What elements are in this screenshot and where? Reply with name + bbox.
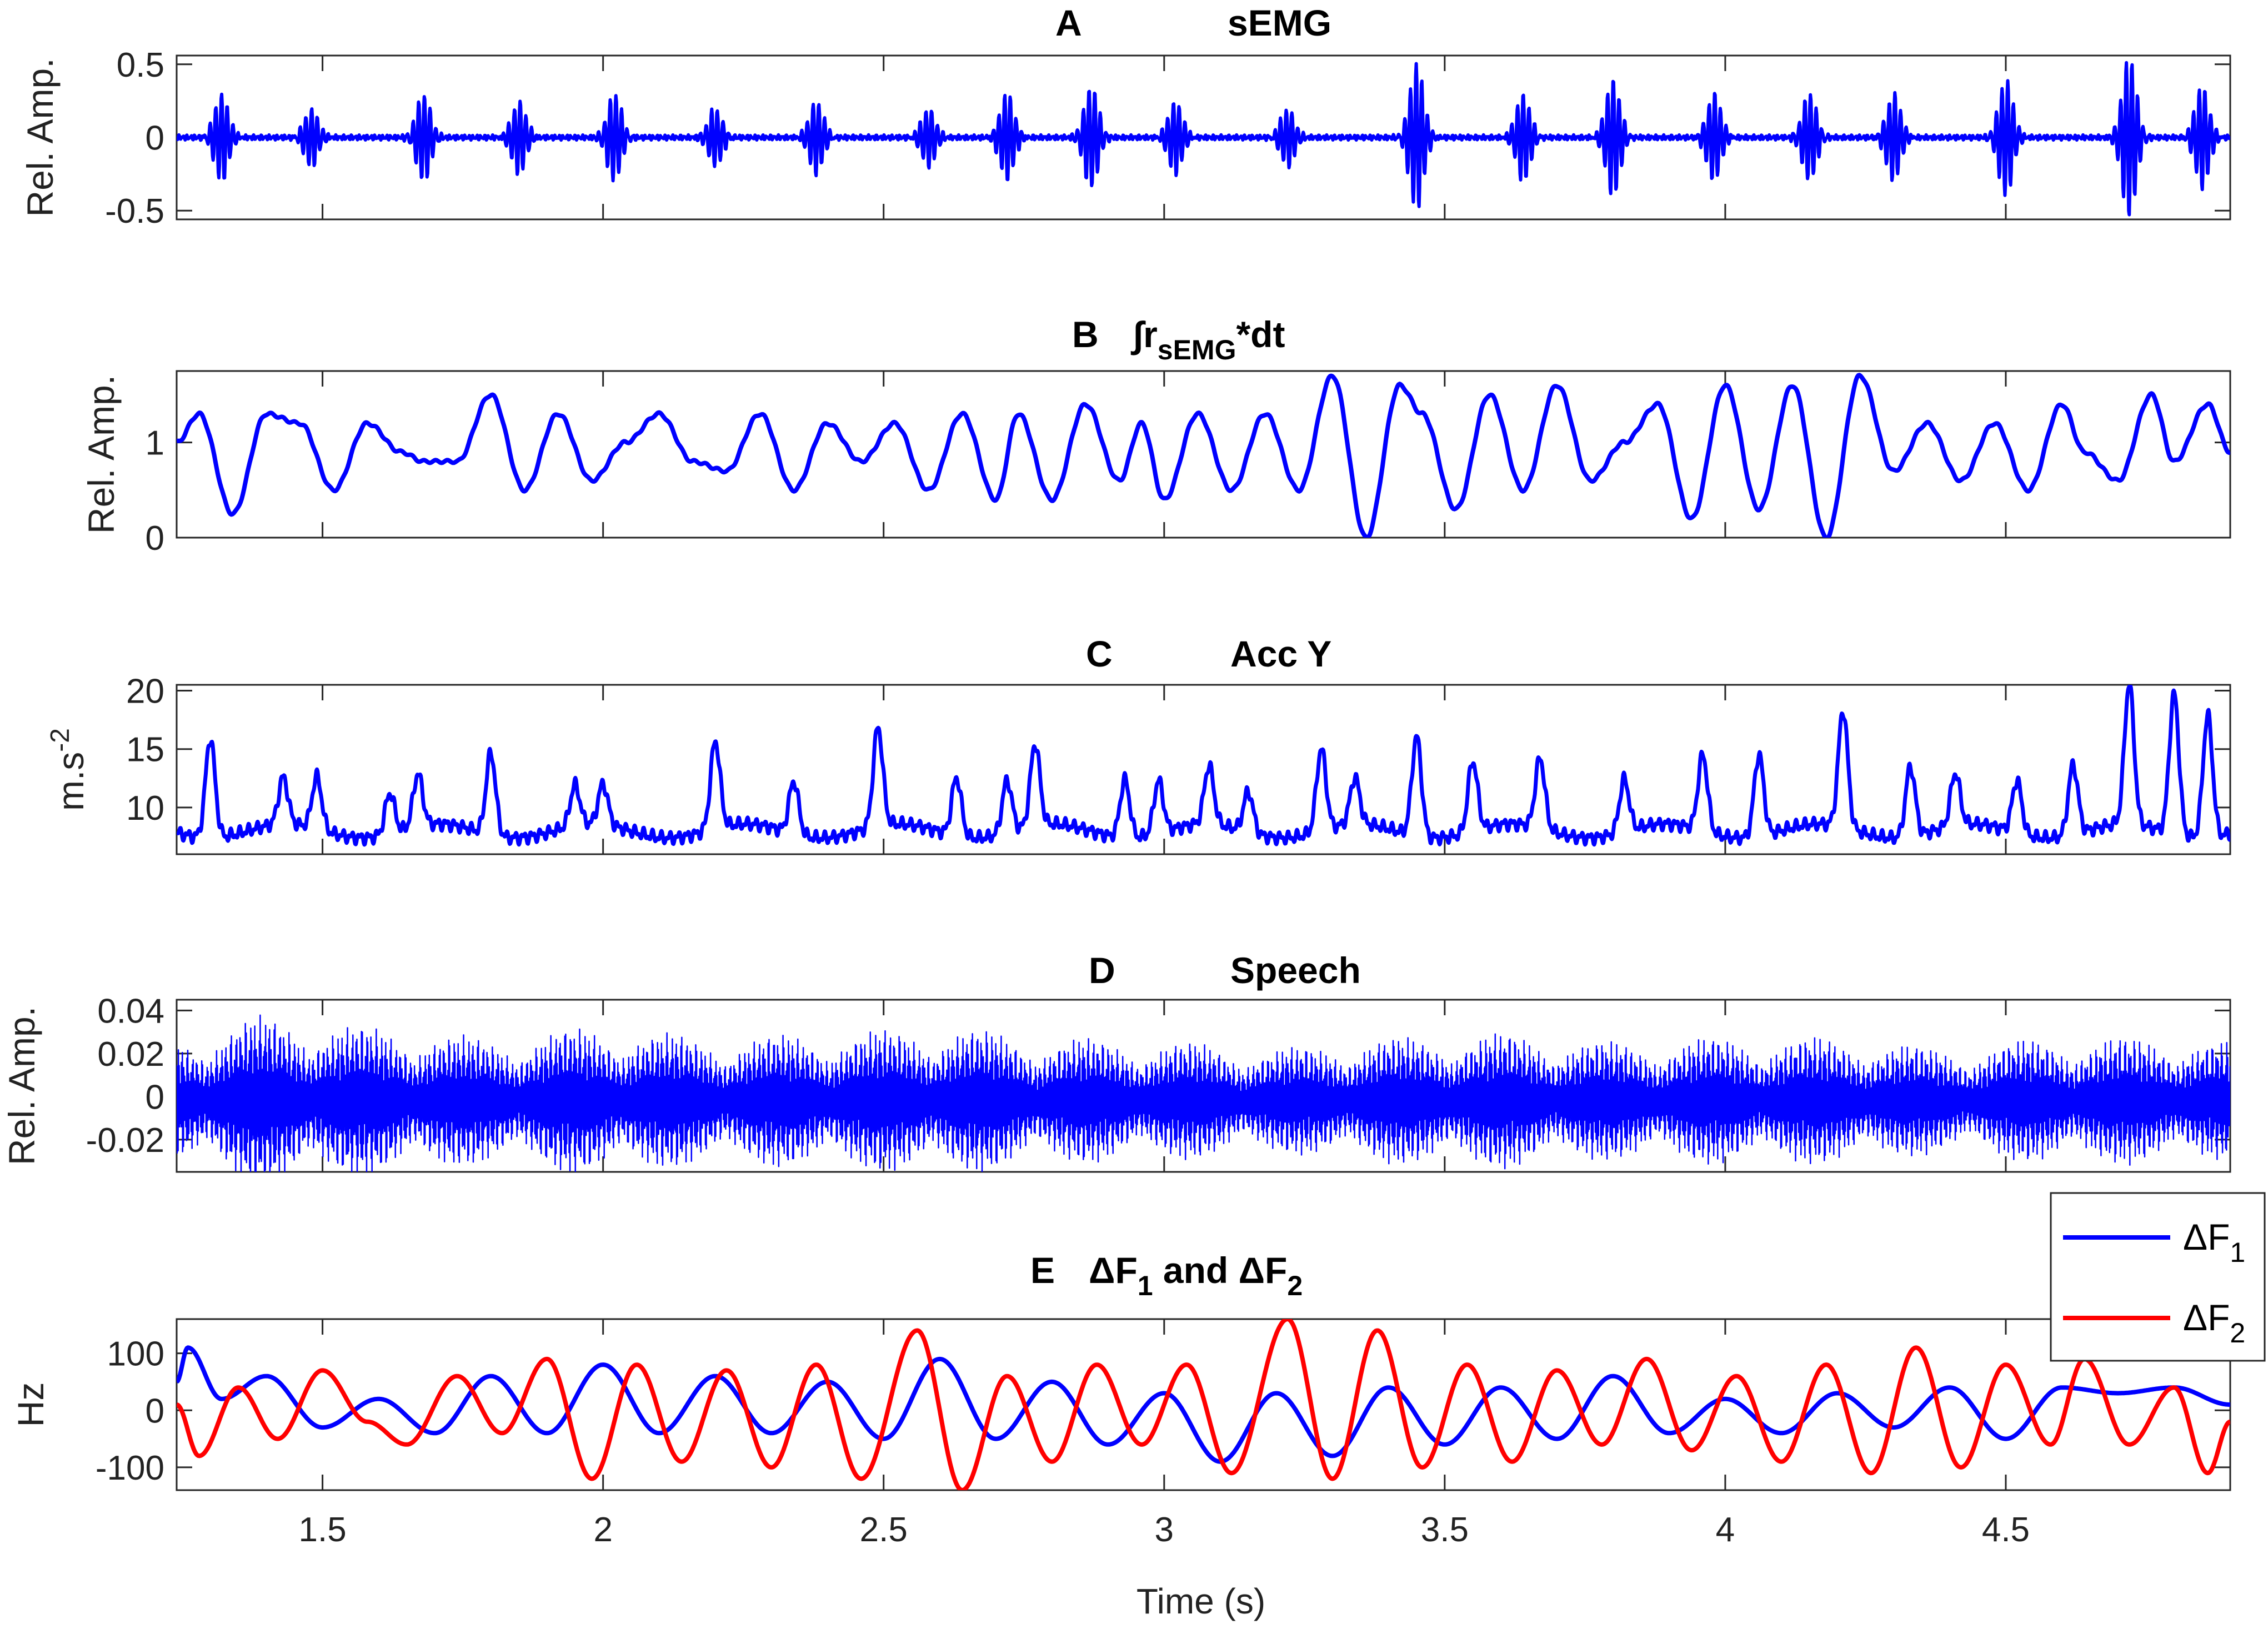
legend-box bbox=[2050, 1192, 2266, 1362]
x-tick-label: 2.5 bbox=[860, 1511, 908, 1549]
panel-c: 10 15 20 m.s-2 C Acc Y bbox=[46, 633, 2231, 855]
x-tick-label: 4 bbox=[1716, 1511, 1735, 1549]
panel-title-text: sEMG bbox=[1228, 2, 1331, 43]
panel-letter: B bbox=[1072, 314, 1099, 355]
y-axis-label: Rel. Amp. bbox=[81, 375, 122, 534]
x-axis-label: Time (s) bbox=[1136, 1581, 1265, 1621]
legend-entry-1: ΔF1 bbox=[2183, 1216, 2245, 1268]
y-tick-label: 10 bbox=[126, 789, 164, 828]
y-tick-label: 0 bbox=[146, 1078, 164, 1116]
y-axis-label-text: m.s bbox=[50, 752, 91, 811]
y-tick-label: 15 bbox=[126, 731, 164, 769]
axes-box bbox=[176, 684, 2231, 855]
line-speech bbox=[177, 1014, 2230, 1172]
panel-title-subscript: 1 bbox=[1138, 1270, 1153, 1301]
panel-title: sEMG bbox=[1228, 2, 1331, 43]
series-group bbox=[177, 1319, 2230, 1490]
series-group bbox=[177, 373, 2230, 538]
series-group bbox=[177, 685, 2230, 847]
panel-title-text: Speech bbox=[1230, 950, 1361, 991]
y-tick-label: 0 bbox=[146, 1392, 164, 1430]
panel-title-text: Acc Y bbox=[1230, 633, 1331, 674]
line-integrated-semg bbox=[177, 373, 2230, 538]
panel-letter: A bbox=[1055, 2, 1082, 43]
panel-title-subscript-2: 2 bbox=[1287, 1270, 1303, 1301]
panel-title-suffix: *dt bbox=[1236, 314, 1285, 355]
panel-title-text: ∫r bbox=[1131, 314, 1158, 355]
y-axis-label: Rel. Amp. bbox=[19, 58, 61, 217]
y-tick-label: 0.04 bbox=[97, 992, 164, 1030]
legend-entry-text: ΔF bbox=[2183, 1297, 2230, 1338]
line-acc-y bbox=[177, 685, 2230, 847]
y-axis-label: Rel. Amp. bbox=[1, 1006, 42, 1165]
y-tick-label: 1 bbox=[146, 424, 164, 463]
x-tick-label: 1.5 bbox=[299, 1511, 347, 1549]
panel-b: 0 1 Rel. Amp. B ∫rsEMG*dt bbox=[81, 314, 2231, 558]
y-tick-label: 100 bbox=[107, 1335, 164, 1374]
legend-entry-subscript: 1 bbox=[2230, 1237, 2245, 1268]
legend-entry-subscript: 2 bbox=[2230, 1317, 2245, 1349]
line-delta-f2 bbox=[177, 1319, 2230, 1490]
panel-letter: D bbox=[1089, 950, 1115, 991]
panel-title-subscript: sEMG bbox=[1158, 334, 1236, 365]
y-tick-label: 0 bbox=[146, 119, 164, 158]
y-axis-label: m.s-2 bbox=[46, 728, 91, 811]
legend-entry-2: ΔF2 bbox=[2183, 1297, 2245, 1349]
panel-title: Acc Y bbox=[1230, 633, 1331, 674]
panel-a: -0.5 0 0.5 Rel. Amp. A sEMG bbox=[19, 2, 2231, 230]
panel-title-middle: and ΔF bbox=[1153, 1250, 1288, 1291]
y-tick-label: -100 bbox=[96, 1449, 164, 1487]
y-axis-label-superscript: -2 bbox=[46, 728, 75, 752]
x-tick-label: 2 bbox=[593, 1511, 612, 1549]
panel-title: ∫rsEMG*dt bbox=[1131, 314, 1285, 365]
x-tick-label: 3 bbox=[1155, 1511, 1174, 1549]
y-axis-label-text: Hz bbox=[10, 1382, 51, 1427]
series-group bbox=[177, 61, 2230, 217]
panel-d: -0.02 0 0.02 0.04 Rel. Amp. D Speech bbox=[1, 950, 2231, 1173]
panel-letter: C bbox=[1086, 633, 1113, 674]
y-tick-label: 0.02 bbox=[97, 1035, 164, 1074]
panel-letter: E bbox=[1030, 1250, 1055, 1291]
panel-title-text: ΔF bbox=[1089, 1250, 1138, 1291]
series-group bbox=[177, 1014, 2230, 1172]
y-tick-label: 0.5 bbox=[117, 46, 164, 84]
panel-title: Speech bbox=[1230, 950, 1361, 991]
x-tick-label: 4.5 bbox=[1982, 1511, 2030, 1549]
y-tick-label: 20 bbox=[126, 673, 164, 711]
y-axis-label-text: Rel. Amp. bbox=[19, 58, 61, 217]
panel-title: ΔF1 and ΔF2 bbox=[1089, 1250, 1303, 1301]
x-tick-label: 3.5 bbox=[1421, 1511, 1469, 1549]
y-tick-label: 0 bbox=[146, 519, 164, 558]
y-axis-label-text: Rel. Amp. bbox=[81, 375, 122, 534]
y-axis-label: Hz bbox=[10, 1382, 51, 1427]
y-tick-label: -0.5 bbox=[105, 192, 164, 230]
line-semg bbox=[177, 61, 2230, 217]
y-axis-label-text: Rel. Amp. bbox=[1, 1006, 42, 1165]
y-tick-label: -0.02 bbox=[86, 1121, 164, 1160]
legend-entry-text: ΔF bbox=[2183, 1216, 2230, 1257]
